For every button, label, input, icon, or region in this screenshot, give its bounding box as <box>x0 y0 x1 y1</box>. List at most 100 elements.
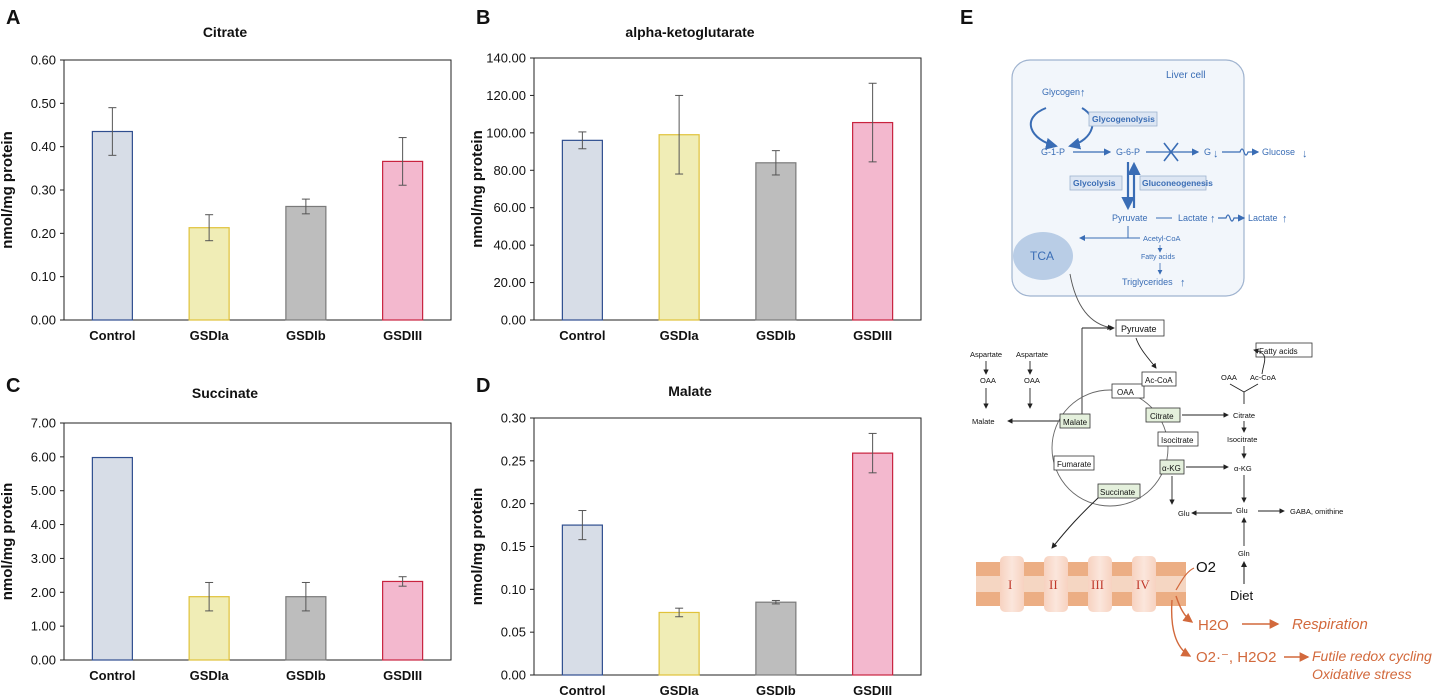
y-tick-label: 7.00 <box>31 416 56 431</box>
pyruvate-cell-label: Pyruvate <box>1112 213 1148 223</box>
complex-2-label: II <box>1049 577 1058 592</box>
panel-label-d: D <box>476 375 490 397</box>
isocitrate-box <box>1157 431 1199 447</box>
succinate-box-label: Succinate <box>1100 488 1136 497</box>
x-category-label: GSDIII <box>383 328 422 343</box>
y-tick-label: 140.00 <box>486 51 526 66</box>
panel-label-a: A <box>6 7 20 29</box>
x-category-label: GSDIb <box>756 328 796 343</box>
tca-zoom-arrow <box>1069 273 1113 330</box>
y-tick-label: 0.50 <box>31 96 56 111</box>
bar-gsdiii <box>382 580 424 661</box>
y-tick-label: 1.00 <box>31 619 56 634</box>
oaa-box-label: OAA <box>1117 388 1135 397</box>
y-tick-label: 0.25 <box>501 453 526 468</box>
futile-label: Futile redox cycling <box>1312 648 1432 664</box>
y-tick-label: 2.00 <box>31 585 56 600</box>
x-category-label: GSDIa <box>190 328 230 343</box>
bar-control <box>561 139 603 321</box>
glucose-export-arrow <box>1222 148 1260 156</box>
chart-alpha-ketoglutarate: alpha-ketoglutarate 0.00 20.00 40.00 60.00 80… <box>469 24 922 343</box>
x-category-label: GSDIa <box>190 668 230 683</box>
isocitrate-out-label: Isocitrate <box>1227 435 1257 444</box>
y-tick-label: 0.15 <box>501 539 526 554</box>
fumarate-box-label: Fumarate <box>1057 460 1092 469</box>
y-tick-label: 0.40 <box>31 139 56 154</box>
pathway-diagram: Liver cell Glycogen ↑ Glycogenolysis G-1… <box>970 59 1432 682</box>
bar-gsdia <box>188 227 230 321</box>
y-axis-label: nmol/mg protein <box>469 130 486 248</box>
gaba-label: GABA, omithine <box>1290 507 1343 516</box>
chart-title: Malate <box>668 383 712 399</box>
blocked-cross-icon <box>1163 142 1179 162</box>
glycogen-cycle-arrow-left <box>1029 107 1058 150</box>
x-category-label: GSDIa <box>660 683 700 698</box>
glucose-label: Glucose <box>1262 147 1295 157</box>
to-h2o-arrow <box>1175 595 1194 623</box>
x-category-label: GSDIb <box>286 328 326 343</box>
y-tick-label: 0.10 <box>501 582 526 597</box>
complex-2 <box>1044 556 1068 612</box>
malate-box-label: Malate <box>1063 418 1088 427</box>
ac-coa-right-label: Ac-CoA <box>1250 373 1276 382</box>
y-tick-label: 0.10 <box>31 269 56 284</box>
y-axis-label: nmol/mg protein <box>469 488 486 606</box>
panel-label-b: B <box>476 7 490 29</box>
respiration-label: Respiration <box>1292 616 1368 633</box>
succinate-box <box>1097 483 1141 499</box>
tca-ellipse <box>1013 232 1073 280</box>
y-tick-label: 0.05 <box>501 625 526 640</box>
y-tick-label: 0.20 <box>31 226 56 241</box>
chart-citrate: Citrate 0.00 0.10 0.20 0.30 0.40 0.50 0.60 nmol/… <box>0 24 452 343</box>
accoa-to-fa-arrow <box>1253 348 1266 375</box>
y-tick-label: 100.00 <box>486 125 526 140</box>
y-tick-label: 120.00 <box>486 88 526 103</box>
y-tick-label: 0.00 <box>501 668 526 683</box>
y-tick-label: 0.00 <box>31 653 56 668</box>
y-tick-label: 0.60 <box>31 53 56 68</box>
tca-cycle-ring <box>1051 389 1169 507</box>
triglycerides-up-arrow: ↑ <box>1180 277 1186 289</box>
acetyl-coa-cell-label: Acetyl-CoA <box>1143 234 1181 243</box>
g-label: G <box>1204 147 1211 157</box>
citrate-out-label: Citrate <box>1233 411 1255 420</box>
lactate-out-up-arrow: ↑ <box>1282 213 1288 225</box>
x-category-label: Control <box>559 683 605 698</box>
bar-gsdib <box>755 601 797 676</box>
lactate-cell-up-arrow: ↑ <box>1210 213 1216 225</box>
bar-gsdia <box>658 611 700 676</box>
fatty-acids-box-label: Fatty acids <box>1259 347 1298 356</box>
x-category-label: Control <box>559 328 605 343</box>
oaa-right-label: OAA <box>1221 373 1237 382</box>
complex-4 <box>1132 556 1156 612</box>
y-tick-label: 60.00 <box>493 200 526 215</box>
fumarate-box <box>1053 455 1095 471</box>
citrate-split-lines <box>1229 383 1259 404</box>
x-category-label: GSDIb <box>286 668 326 683</box>
complex-3-label: III <box>1091 577 1104 592</box>
bar-control <box>91 130 133 321</box>
x-category-label: GSDIII <box>853 328 892 343</box>
x-category-label: Control <box>89 668 135 683</box>
y-tick-label: 80.00 <box>493 163 526 178</box>
triglycerides-label: Triglycerides <box>1122 277 1173 287</box>
y-axis-label: nmol/mg protein <box>0 131 16 249</box>
glycogenolysis-box <box>1088 111 1158 127</box>
complex-1-label: I <box>1008 577 1012 592</box>
ros-label: O2·⁻, H2O2 <box>1196 649 1276 666</box>
fatty-acids-cell-label: Fatty acids <box>1141 254 1175 261</box>
tca-label: TCA <box>1030 249 1054 263</box>
complex-4-label: IV <box>1136 577 1150 592</box>
o2-label: O2 <box>1196 559 1216 576</box>
ac-coa-box <box>1141 371 1177 387</box>
glycolysis-label: Glycolysis <box>1073 178 1116 188</box>
complex-3 <box>1088 556 1112 612</box>
isocitrate-box-label: Isocitrate <box>1161 436 1194 445</box>
gluconeogenesis-box <box>1139 175 1207 191</box>
glucose-down-arrow: ↓ <box>1302 148 1308 160</box>
y-tick-label: 0.00 <box>31 313 56 328</box>
chart-succinate: Succinate 0.00 1.00 2.00 3.00 4.00 5.00 6.00 7.0… <box>0 385 452 683</box>
lactate-cell-label: Lactate <box>1178 213 1208 223</box>
bar-control <box>91 456 133 661</box>
